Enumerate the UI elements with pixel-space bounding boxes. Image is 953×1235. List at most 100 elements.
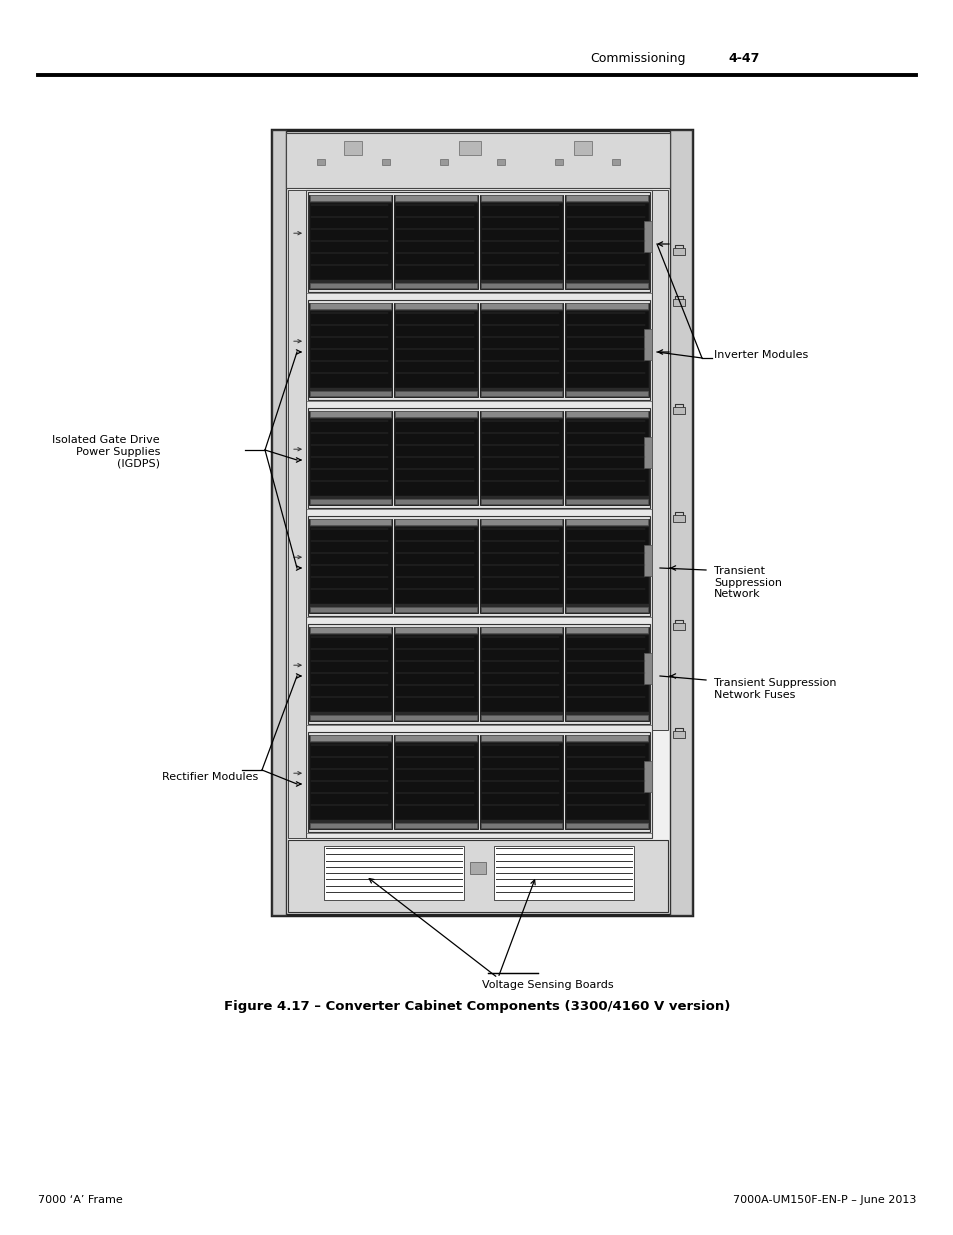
Bar [310, 203, 391, 279]
Bar [310, 735, 391, 741]
Bar [480, 203, 562, 279]
Bar [566, 195, 647, 201]
Bar [480, 606, 562, 613]
Bar [309, 519, 392, 613]
Bar [310, 527, 391, 603]
Bar [612, 159, 619, 165]
Bar [310, 391, 391, 396]
Bar [566, 391, 647, 396]
Bar [310, 419, 391, 495]
Bar [555, 159, 562, 165]
Bar [566, 527, 647, 603]
Bar [324, 846, 463, 900]
Bar [470, 862, 485, 873]
Bar [479, 303, 563, 396]
Bar [310, 499, 391, 504]
Bar [565, 411, 648, 505]
Bar [395, 519, 476, 525]
Bar [395, 627, 476, 634]
Bar [306, 190, 651, 839]
Bar [395, 527, 476, 603]
Bar [395, 195, 477, 289]
Text: Rectifier Modules: Rectifier Modules [162, 772, 258, 782]
Bar [566, 627, 647, 634]
Bar [479, 519, 563, 613]
Bar [479, 735, 563, 829]
Bar [395, 303, 477, 396]
Bar [310, 627, 391, 634]
Text: Voltage Sensing Boards: Voltage Sensing Boards [481, 981, 613, 990]
Bar [286, 133, 669, 188]
Bar [480, 303, 562, 309]
Bar [395, 635, 476, 711]
Bar [272, 130, 691, 915]
Bar [310, 519, 391, 525]
Bar [480, 735, 562, 741]
Bar [672, 299, 684, 306]
Text: Figure 4.17 – Converter Cabinet Components (3300/4160 V version): Figure 4.17 – Converter Cabinet Componen… [224, 1000, 729, 1013]
Bar [309, 627, 392, 721]
Bar [395, 519, 477, 613]
Bar [497, 159, 505, 165]
Bar [310, 311, 391, 387]
Bar [310, 303, 391, 309]
Bar [480, 527, 562, 603]
Bar [480, 823, 562, 827]
Bar [565, 303, 648, 396]
Bar [480, 391, 562, 396]
Bar [395, 411, 476, 417]
Bar [395, 311, 476, 387]
Bar [480, 519, 562, 525]
Bar [672, 408, 684, 414]
Text: 7000 ‘A’ Frame: 7000 ‘A’ Frame [38, 1195, 123, 1205]
Bar [480, 411, 562, 417]
Text: 7000A-UM150F-EN-P – June 2013: 7000A-UM150F-EN-P – June 2013 [732, 1195, 915, 1205]
Bar [395, 499, 476, 504]
Bar [669, 130, 691, 915]
Bar [480, 635, 562, 711]
Bar [309, 303, 392, 396]
Bar [308, 516, 649, 616]
Bar [395, 743, 476, 819]
Bar [480, 499, 562, 504]
Bar [565, 627, 648, 721]
Bar [381, 159, 390, 165]
Bar [643, 221, 651, 252]
Bar [395, 606, 476, 613]
Bar [566, 499, 647, 504]
Bar [480, 311, 562, 387]
Bar [308, 732, 649, 832]
Bar [309, 735, 392, 829]
Text: Inverter Modules: Inverter Modules [713, 350, 807, 359]
Bar [439, 159, 447, 165]
Bar [395, 195, 476, 201]
Bar [310, 635, 391, 711]
Bar [310, 283, 391, 288]
Bar [643, 545, 651, 576]
Bar [310, 743, 391, 819]
Bar [395, 411, 477, 505]
Bar [310, 195, 391, 201]
Bar [480, 419, 562, 495]
Bar [643, 437, 651, 468]
Bar [672, 248, 684, 254]
Text: 4-47: 4-47 [727, 52, 759, 65]
Bar [566, 411, 647, 417]
Bar [566, 311, 647, 387]
Bar [308, 300, 649, 400]
Bar [308, 408, 649, 508]
Bar [308, 624, 649, 724]
Bar [310, 606, 391, 613]
Bar [480, 283, 562, 288]
Bar [395, 303, 476, 309]
Bar [566, 735, 647, 741]
Bar [643, 761, 651, 792]
Bar [565, 735, 648, 829]
Bar [395, 419, 476, 495]
Text: Isolated Gate Drive
Power Supplies
(IGDPS): Isolated Gate Drive Power Supplies (IGDP… [52, 435, 160, 468]
Bar [566, 519, 647, 525]
Bar [565, 195, 648, 289]
Bar [395, 203, 476, 279]
Bar [316, 159, 324, 165]
Bar [566, 283, 647, 288]
